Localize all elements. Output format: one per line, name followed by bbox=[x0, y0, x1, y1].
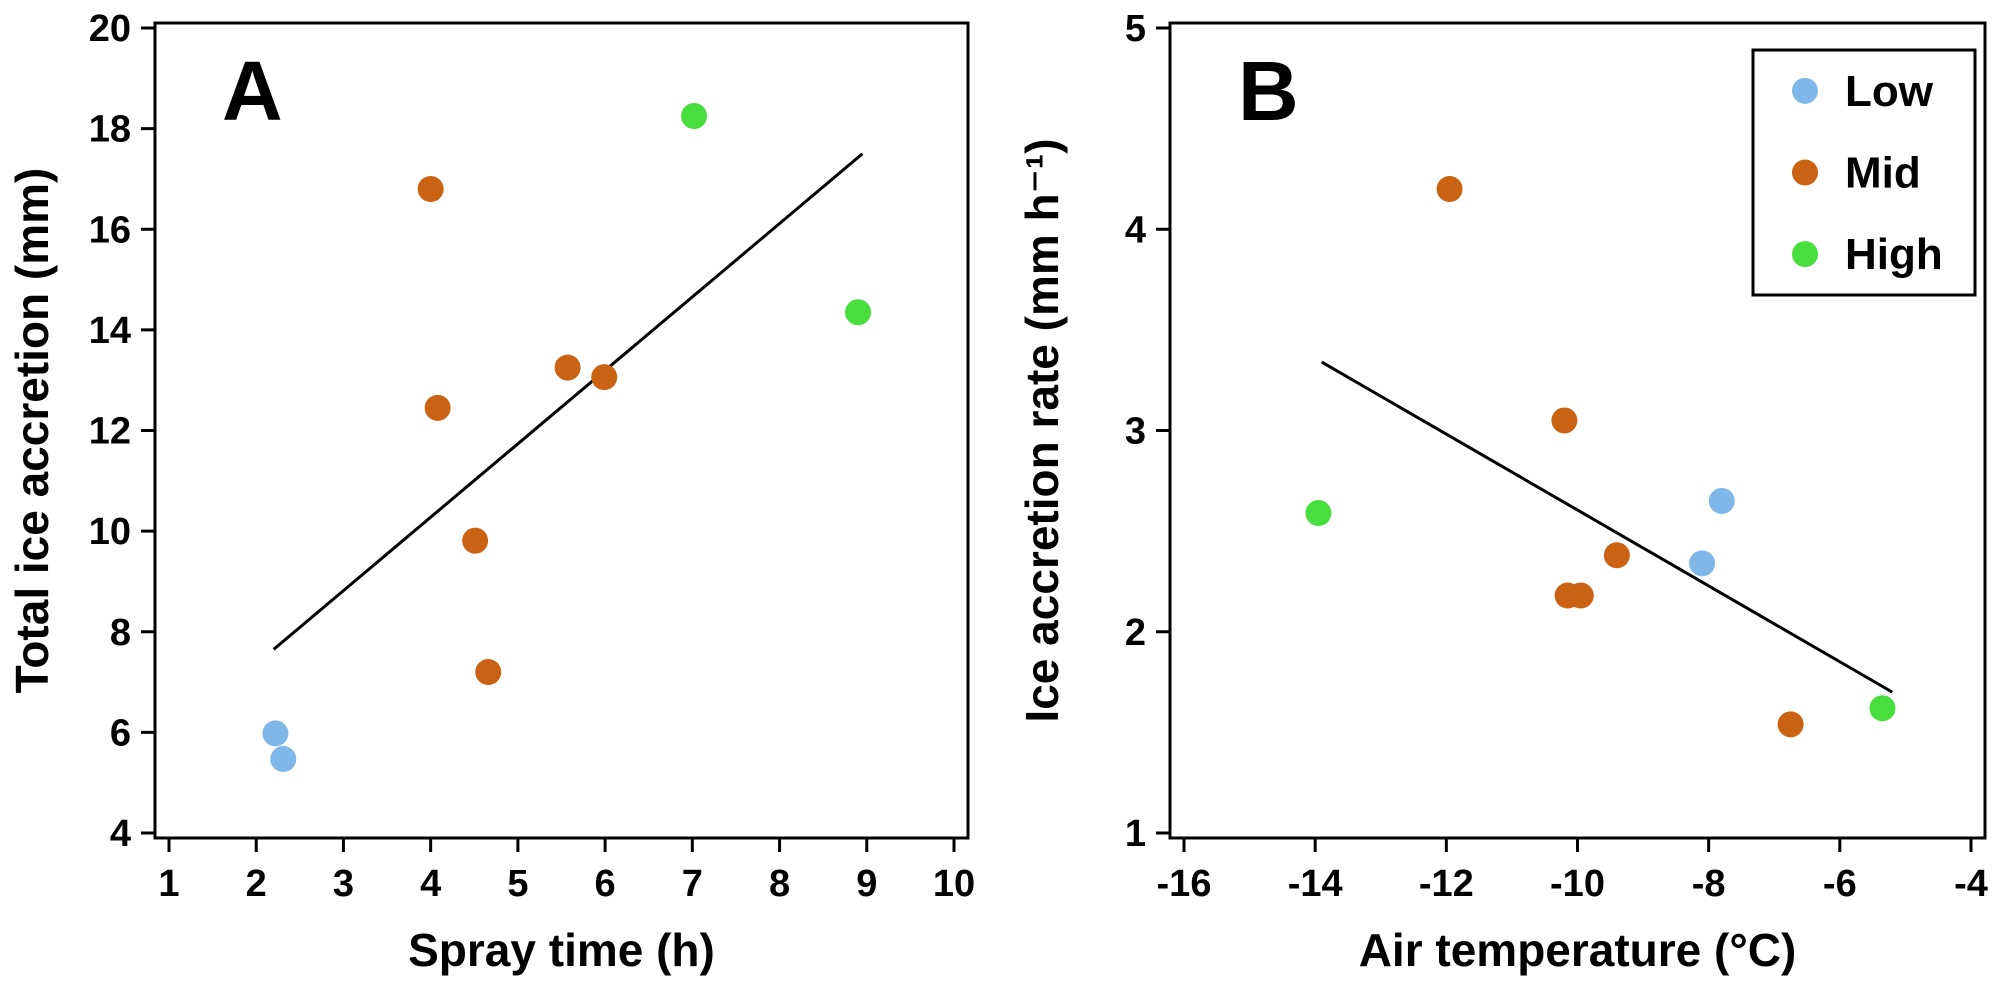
trend-line bbox=[1320, 360, 1894, 694]
trend-line bbox=[272, 152, 864, 651]
data-point-mid bbox=[591, 364, 618, 391]
x-tick-label: -6 bbox=[1823, 863, 1857, 905]
x-tick-label: 1 bbox=[158, 863, 179, 905]
y-axis-title: Ice accretion rate (mm h⁻¹) bbox=[1016, 138, 1068, 722]
y-tick-label: 1 bbox=[1125, 813, 1146, 855]
x-tick-label: -12 bbox=[1419, 863, 1474, 905]
data-point-mid bbox=[1603, 542, 1630, 569]
data-point-high bbox=[681, 103, 708, 130]
data-point-mid bbox=[1567, 582, 1594, 609]
y-tick-label: 4 bbox=[110, 813, 131, 855]
legend-label-high: High bbox=[1845, 230, 1943, 279]
x-tick-label: 6 bbox=[595, 863, 616, 905]
legend-box bbox=[1751, 48, 1977, 297]
x-tick-label: -14 bbox=[1288, 863, 1343, 905]
data-point-mid bbox=[1777, 711, 1804, 738]
x-axis-title: Spray time (h) bbox=[408, 924, 715, 976]
data-point-mid bbox=[475, 659, 502, 685]
x-tick-label: 4 bbox=[420, 863, 441, 905]
x-tick-label: 5 bbox=[507, 863, 528, 905]
data-point-mid bbox=[417, 176, 444, 202]
data-point-mid bbox=[1551, 407, 1578, 434]
data-point-low bbox=[1689, 550, 1716, 577]
legend-label-low: Low bbox=[1845, 67, 1934, 116]
y-tick-label: 20 bbox=[89, 8, 131, 50]
legend-marker-low bbox=[1792, 77, 1818, 104]
data-point-mid bbox=[554, 354, 581, 381]
y-tick-label: 16 bbox=[89, 209, 131, 251]
data-point-mid bbox=[462, 527, 489, 554]
x-tick-label: -4 bbox=[1954, 863, 1988, 905]
x-tick-label: -10 bbox=[1550, 863, 1605, 905]
legend-marker-high bbox=[1792, 241, 1818, 268]
y-tick-label: 10 bbox=[89, 511, 131, 553]
y-tick-label: 3 bbox=[1125, 411, 1146, 453]
y-tick-label: 2 bbox=[1125, 612, 1146, 654]
x-tick-label: -16 bbox=[1157, 863, 1212, 905]
y-tick-label: 18 bbox=[89, 109, 131, 151]
panel-letter: B bbox=[1238, 44, 1299, 138]
x-tick-label: 7 bbox=[682, 863, 703, 905]
data-point-high bbox=[1869, 695, 1896, 722]
panel-b-scatter-chart: -16 -14 -12 -10 -8 -6 -4 1 2 3 4 5 Air temperature (… bbox=[1016, 8, 1988, 976]
data-point-low bbox=[262, 720, 289, 747]
data-point-high bbox=[1305, 500, 1332, 527]
y-tick-label: 12 bbox=[89, 411, 131, 453]
y-tick-label: 5 bbox=[1125, 8, 1146, 50]
data-point-mid bbox=[424, 394, 451, 421]
y-tick-label: 14 bbox=[89, 310, 131, 352]
legend-label-mid: Mid bbox=[1845, 149, 1921, 198]
panel-letter: A bbox=[222, 44, 283, 138]
x-axis-title: Air temperature (°C) bbox=[1359, 924, 1797, 976]
legend-marker-mid bbox=[1792, 159, 1818, 186]
data-point-mid bbox=[1436, 176, 1463, 202]
x-tick-label: 10 bbox=[933, 863, 975, 905]
y-axis-title: Total ice accretion (mm) bbox=[6, 168, 58, 694]
y-tick-label: 6 bbox=[110, 712, 131, 754]
plot-border bbox=[153, 21, 970, 840]
y-tick-label: 8 bbox=[110, 612, 131, 654]
data-point-low bbox=[1708, 487, 1735, 514]
x-tick-label: -8 bbox=[1692, 863, 1726, 905]
data-point-low bbox=[270, 746, 297, 773]
x-tick-label: 8 bbox=[769, 863, 790, 905]
x-tick-label: 9 bbox=[856, 863, 877, 905]
y-tick-label: 4 bbox=[1125, 209, 1146, 251]
x-tick-label: 3 bbox=[333, 863, 354, 905]
x-tick-label: 2 bbox=[246, 863, 267, 905]
data-point-high bbox=[845, 299, 872, 326]
